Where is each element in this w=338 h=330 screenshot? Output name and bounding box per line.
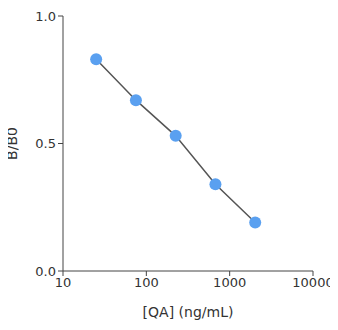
svg-text:1.0: 1.0 xyxy=(35,9,56,24)
svg-text:10000: 10000 xyxy=(292,275,330,290)
svg-text:100: 100 xyxy=(134,275,159,290)
svg-text:[QA] (ng/mL): [QA] (ng/mL) xyxy=(143,304,234,320)
svg-text:0.0: 0.0 xyxy=(35,264,56,279)
svg-text:1000: 1000 xyxy=(213,275,246,290)
svg-text:0.5: 0.5 xyxy=(35,136,56,151)
svg-text:B/B0: B/B0 xyxy=(8,127,20,160)
svg-text:10: 10 xyxy=(55,275,72,290)
